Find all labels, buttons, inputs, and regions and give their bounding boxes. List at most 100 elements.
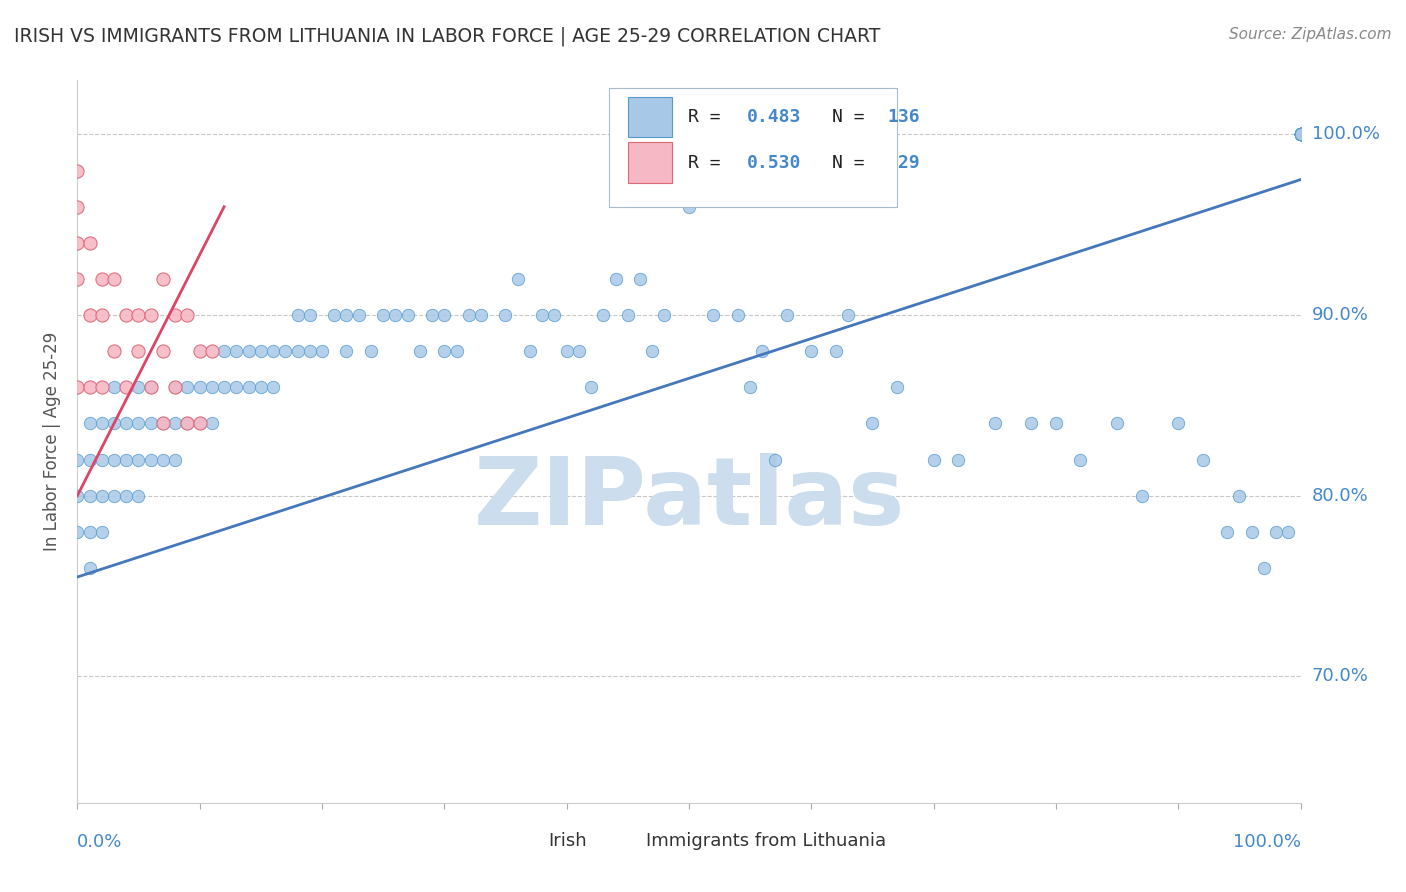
- Point: [323, 308, 346, 322]
- Point: [311, 344, 333, 359]
- Point: [946, 452, 969, 467]
- Point: [139, 380, 162, 394]
- Point: [555, 344, 578, 359]
- Point: [371, 308, 394, 322]
- Point: [1289, 128, 1312, 142]
- Point: [409, 344, 432, 359]
- Point: [1289, 128, 1312, 142]
- Point: [335, 308, 357, 322]
- Point: [384, 308, 406, 322]
- Point: [103, 272, 125, 286]
- Point: [115, 489, 138, 503]
- Point: [800, 344, 823, 359]
- Text: ZIPatlas: ZIPatlas: [474, 453, 904, 545]
- Point: [66, 524, 89, 539]
- Point: [115, 308, 138, 322]
- Point: [79, 235, 101, 250]
- Point: [470, 308, 492, 322]
- Point: [115, 380, 138, 394]
- Point: [862, 417, 884, 431]
- Point: [287, 344, 309, 359]
- Point: [66, 452, 89, 467]
- Text: 80.0%: 80.0%: [1312, 487, 1368, 505]
- Point: [176, 308, 198, 322]
- Text: R =: R =: [688, 108, 731, 126]
- Point: [984, 417, 1007, 431]
- Point: [1045, 417, 1067, 431]
- Point: [702, 308, 724, 322]
- Point: [152, 272, 174, 286]
- Point: [188, 380, 211, 394]
- Point: [433, 344, 456, 359]
- Point: [495, 308, 517, 322]
- FancyBboxPatch shape: [503, 826, 543, 856]
- Point: [79, 489, 101, 503]
- Point: [1289, 128, 1312, 142]
- Point: [66, 489, 89, 503]
- Text: N =: N =: [832, 108, 865, 126]
- Point: [152, 417, 174, 431]
- Point: [90, 452, 112, 467]
- Point: [1130, 489, 1153, 503]
- Point: [176, 417, 198, 431]
- Point: [1289, 128, 1312, 142]
- Point: [188, 344, 211, 359]
- Point: [579, 380, 602, 394]
- Point: [90, 308, 112, 322]
- Point: [420, 308, 443, 322]
- Point: [531, 308, 554, 322]
- Text: Immigrants from Lithuania: Immigrants from Lithuania: [647, 832, 886, 850]
- FancyBboxPatch shape: [628, 143, 672, 183]
- Point: [212, 380, 235, 394]
- Point: [886, 380, 908, 394]
- Point: [1107, 417, 1129, 431]
- Point: [1289, 128, 1312, 142]
- Point: [66, 163, 89, 178]
- Text: Source: ZipAtlas.com: Source: ZipAtlas.com: [1229, 27, 1392, 42]
- Point: [139, 452, 162, 467]
- Text: 70.0%: 70.0%: [1312, 667, 1368, 685]
- Point: [115, 452, 138, 467]
- Point: [1289, 128, 1312, 142]
- Point: [212, 344, 235, 359]
- Point: [79, 524, 101, 539]
- Point: [1289, 128, 1312, 142]
- Text: N =: N =: [832, 153, 865, 171]
- Point: [1021, 417, 1043, 431]
- Text: 29: 29: [887, 153, 920, 171]
- Point: [225, 380, 247, 394]
- Text: 100.0%: 100.0%: [1312, 126, 1379, 144]
- Point: [225, 344, 247, 359]
- Point: [79, 452, 101, 467]
- Point: [1253, 561, 1275, 575]
- Point: [139, 380, 162, 394]
- Point: [201, 344, 224, 359]
- Point: [250, 380, 273, 394]
- Point: [1289, 128, 1312, 142]
- Point: [396, 308, 419, 322]
- Point: [250, 344, 273, 359]
- Point: [103, 344, 125, 359]
- Point: [152, 344, 174, 359]
- Point: [543, 308, 565, 322]
- Point: [1289, 128, 1312, 142]
- Point: [1289, 128, 1312, 142]
- Point: [1069, 452, 1091, 467]
- Point: [139, 417, 162, 431]
- Point: [152, 452, 174, 467]
- FancyBboxPatch shape: [600, 826, 640, 856]
- Point: [127, 417, 149, 431]
- Point: [274, 344, 297, 359]
- Point: [188, 417, 211, 431]
- Text: R =: R =: [688, 153, 731, 171]
- Point: [90, 489, 112, 503]
- Point: [298, 344, 321, 359]
- Point: [66, 200, 89, 214]
- Point: [127, 452, 149, 467]
- Point: [103, 489, 125, 503]
- Point: [90, 380, 112, 394]
- Point: [1289, 128, 1312, 142]
- Point: [165, 380, 187, 394]
- Point: [740, 380, 762, 394]
- FancyBboxPatch shape: [628, 97, 672, 137]
